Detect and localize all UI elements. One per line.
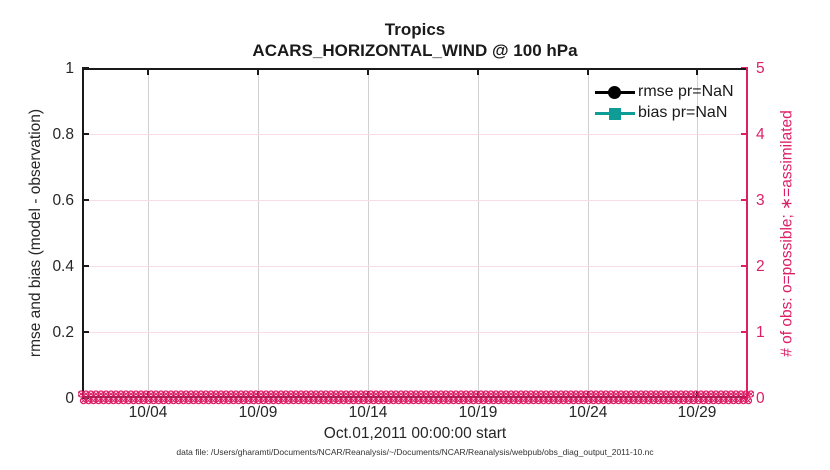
right-y-tick-label: 5 bbox=[756, 60, 765, 77]
y-tick-left bbox=[82, 265, 89, 267]
y-tick-left bbox=[82, 133, 89, 135]
y-tick-left bbox=[82, 331, 89, 333]
legend-item-bias: bias pr=NaN bbox=[595, 102, 727, 124]
y-tick-left bbox=[82, 199, 89, 201]
legend-bias-label: bias pr=NaN bbox=[638, 104, 728, 121]
y-tick-right bbox=[741, 331, 748, 333]
data-file-footnote: data file: /Users/gharamti/Documents/NCA… bbox=[176, 447, 654, 457]
right-y-tick-label: 0 bbox=[756, 390, 765, 407]
left-y-tick-label: 0 bbox=[65, 390, 74, 407]
obs-count-zero-marker-band bbox=[78, 390, 754, 405]
y-tick-right bbox=[741, 133, 748, 135]
y-gridline bbox=[82, 134, 748, 135]
x-axis-label: Oct.01,2011 00:00:00 start bbox=[323, 425, 507, 442]
x-gridline bbox=[588, 68, 589, 398]
right-y-tick-label: 2 bbox=[756, 258, 765, 275]
left-y-tick-label: 0.2 bbox=[52, 324, 74, 341]
y-tick-right bbox=[741, 265, 748, 267]
left-y-tick-label: 1 bbox=[65, 60, 74, 77]
axis-top-edge bbox=[82, 68, 748, 70]
bias-square-marker-icon bbox=[609, 107, 621, 120]
x-tick-label: 10/09 bbox=[238, 404, 278, 421]
x-tick-label: 10/29 bbox=[677, 404, 717, 421]
y-tick-right bbox=[741, 199, 748, 201]
axis-left-edge bbox=[82, 68, 84, 398]
x-tick-top bbox=[257, 68, 259, 75]
legend-rmse-label: rmse pr=NaN bbox=[638, 83, 734, 100]
x-tick-label: 10/14 bbox=[348, 404, 388, 421]
left-y-axis-label: rmse and bias (model - observation) bbox=[27, 108, 44, 358]
x-gridline bbox=[258, 68, 259, 398]
right-y-tick-label: 3 bbox=[756, 192, 765, 209]
axis-right-edge-pink bbox=[746, 68, 748, 398]
left-y-tick-label: 0.4 bbox=[52, 258, 74, 275]
x-tick-top bbox=[147, 68, 149, 75]
x-tick-top bbox=[696, 68, 698, 75]
plot-subtitle: ACARS_HORIZONTAL_WIND @ 100 hPa bbox=[252, 41, 578, 60]
y-gridline bbox=[82, 332, 748, 333]
x-gridline bbox=[148, 68, 149, 398]
rmse-circle-marker-icon bbox=[608, 85, 621, 99]
x-tick-label: 10/24 bbox=[568, 404, 608, 421]
y-gridline bbox=[82, 266, 748, 267]
x-gridline bbox=[478, 68, 479, 398]
right-y-tick-label: 4 bbox=[756, 126, 765, 143]
left-y-tick-label: 0.6 bbox=[52, 192, 74, 209]
right-y-tick-label: 1 bbox=[756, 324, 765, 341]
legend-rmse-line bbox=[595, 81, 635, 103]
x-tick-label: 10/19 bbox=[458, 404, 498, 421]
x-tick-top bbox=[587, 68, 589, 75]
x-gridline bbox=[697, 68, 698, 398]
x-tick-label: 10/04 bbox=[128, 404, 168, 421]
plot-title-region: Tropics bbox=[384, 20, 446, 39]
legend-item-rmse: rmse pr=NaN bbox=[595, 81, 734, 103]
x-gridline bbox=[368, 68, 369, 398]
y-gridline bbox=[82, 200, 748, 201]
right-y-axis-label: # of obs: o=possible; ∗=assimilated bbox=[778, 110, 796, 357]
legend-bias-line bbox=[595, 102, 635, 124]
x-tick-top bbox=[477, 68, 479, 75]
x-tick-top bbox=[367, 68, 369, 75]
left-y-tick-label: 0.8 bbox=[52, 126, 74, 143]
